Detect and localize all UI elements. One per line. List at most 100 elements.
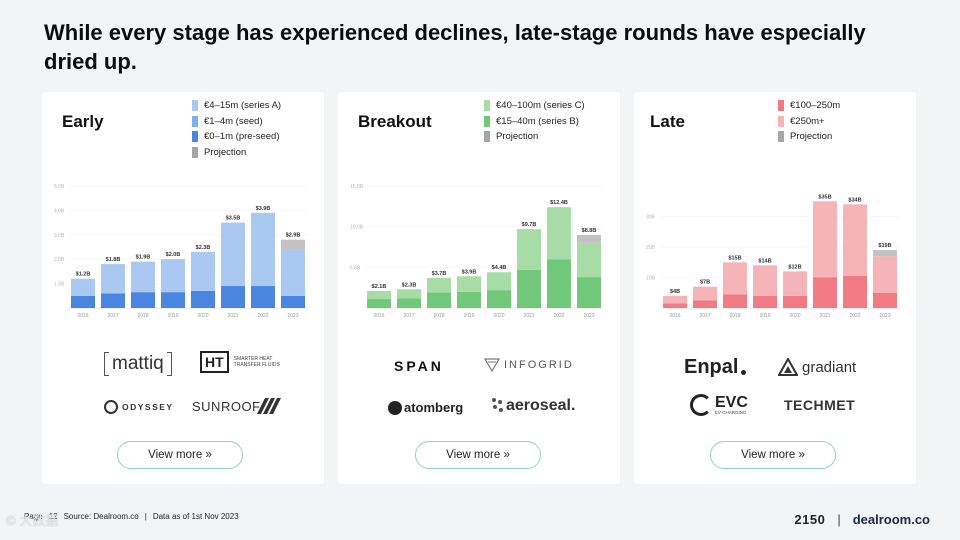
x-tick-label: 2017 <box>699 313 710 319</box>
data-label: $1.9B <box>136 255 151 261</box>
data-label: $1.2B <box>76 272 91 278</box>
x-tick-label: 2023 <box>879 313 890 319</box>
bar-segment-bottom <box>251 286 275 308</box>
data-label: $3.9B <box>256 206 271 212</box>
bar-segment-bottom <box>281 295 305 308</box>
x-tick-label: 2018 <box>137 313 148 319</box>
x-tick-label: 2020 <box>197 313 208 319</box>
infogrid-icon <box>484 358 500 372</box>
brand-divider: | <box>837 512 841 527</box>
legend-label: €100–250m <box>790 100 841 112</box>
legend-label: €0–1m (pre-seed) <box>204 131 280 143</box>
early-logos: mattiq HT SMARTER HEAT TRANSFER FLUIDS O… <box>42 344 324 436</box>
data-label: $3.5B <box>226 216 241 222</box>
headline: While every stage has experienced declin… <box>44 20 866 74</box>
dealroom-logo: dealroom.co <box>852 512 930 527</box>
view-more-button[interactable]: View more » <box>415 441 541 469</box>
x-tick-label: 2020 <box>789 313 800 319</box>
bar-segment-bottom <box>783 295 807 308</box>
legend-item: €15–40m (series B) <box>484 114 585 130</box>
data-label: $35B <box>818 194 831 200</box>
legend-label: €15–40m (series B) <box>496 115 579 127</box>
logo-text: INFOGRID <box>504 359 574 371</box>
legend-item: Projection <box>484 129 585 145</box>
ht-logo: HT SMARTER HEAT TRANSFER FLUIDS <box>200 351 282 373</box>
legend-swatch <box>778 131 784 143</box>
bar-segment-top <box>191 251 215 291</box>
data-label: $4B <box>670 289 680 295</box>
logo-text: SUNROOF <box>192 398 261 414</box>
x-tick-label: 2016 <box>669 313 680 319</box>
bar-segment-bottom <box>517 269 541 308</box>
legend-label: Projection <box>204 146 247 158</box>
bar-segment-top <box>577 242 601 278</box>
bar-segment-bottom <box>723 294 747 308</box>
x-tick-label: 2016 <box>373 313 384 319</box>
logo-text: TECHMET <box>784 397 856 413</box>
early-chart: 1.0B 2.0B 3.0B 4.0B 5.0B $1.2B 2016 $1.8B 2017 $1… <box>54 184 308 319</box>
bar-segment-top <box>663 295 687 304</box>
bar-segment-projection <box>577 234 601 243</box>
x-tick-label: 2021 <box>523 313 534 319</box>
card-breakout: Breakout €40–100m (series C) €15–40m (se… <box>338 92 620 484</box>
infogrid-logo: INFOGRID <box>484 358 574 372</box>
x-tick-label: 2017 <box>403 313 414 319</box>
gradiant-icon <box>778 358 798 376</box>
card-late: Late €100–250m €250m+ Projection 10B 20B 3… <box>634 92 916 484</box>
y-tick-label: 10.0B <box>350 225 364 231</box>
bar-segment-bottom <box>221 286 245 308</box>
bar-segment-top <box>753 265 777 296</box>
y-tick-label: 1.0B <box>54 282 65 288</box>
y-tick-label: 4.0B <box>54 208 65 214</box>
source-text: Source: Dealroom.co <box>63 512 139 521</box>
late-logos: Enpal gradiant EVC EV CHARGING TECHMET <box>634 344 916 436</box>
bar-segment-bottom <box>693 300 717 308</box>
aeroseal-logo: aeroseal. <box>490 396 575 416</box>
page-label: Page <box>24 512 43 521</box>
data-label: $2.0B <box>166 252 181 258</box>
view-more-button[interactable]: View more » <box>710 441 836 469</box>
legend-swatch <box>192 146 198 158</box>
legend-swatch <box>778 100 784 112</box>
card-title: Breakout <box>358 112 432 131</box>
bar-segment-bottom <box>487 290 511 308</box>
bar-segment-top <box>873 256 897 293</box>
x-tick-label: 2022 <box>257 313 268 319</box>
legend-item: Projection <box>778 129 840 145</box>
data-label: $2.3B <box>196 245 211 251</box>
data-label: $12B <box>788 264 801 270</box>
evc-ring-icon <box>690 394 712 416</box>
legend: €40–100m (series C) €15–40m (series B) P… <box>484 98 585 145</box>
brand-area: 2150 | dealroom.co <box>794 512 930 527</box>
bar-segment-top <box>161 259 185 293</box>
data-label: $2.9B <box>286 233 301 239</box>
logo-text: HT <box>200 351 229 373</box>
bar-segment-top <box>813 201 837 278</box>
bar-segment-bottom <box>367 299 391 308</box>
bar-segment-top <box>843 204 867 276</box>
x-tick-label: 2018 <box>729 313 740 319</box>
span-logo: SPAN <box>394 358 444 374</box>
legend-swatch <box>192 131 198 143</box>
bar-segment-projection <box>281 239 305 250</box>
bar-segment-top <box>367 290 391 300</box>
x-tick-label: 2021 <box>227 313 238 319</box>
bracket-left-icon <box>104 352 109 376</box>
legend-swatch <box>192 100 198 112</box>
bar-segment-top <box>487 272 511 291</box>
bar-segment-bottom <box>663 303 687 308</box>
atomberg-icon <box>388 400 402 415</box>
logo-text: gradiant <box>802 358 857 376</box>
bar-segment-bottom <box>547 259 571 308</box>
x-tick-label: 2020 <box>493 313 504 319</box>
breakout-logos: SPAN INFOGRID atomberg aeroseal. <box>338 344 620 436</box>
bar-segment-bottom <box>753 295 777 308</box>
legend-item: €40–100m (series C) <box>484 98 585 114</box>
view-more-button[interactable]: View more » <box>117 441 243 469</box>
sunroof-stripes-icon <box>256 398 281 414</box>
legend-item: €4–15m (series A) <box>192 98 281 114</box>
logo-text: aeroseal. <box>506 397 576 414</box>
bar-segment-top <box>281 249 305 296</box>
legend-label: €250m+ <box>790 115 825 127</box>
mattiq-logo: mattiq <box>104 352 172 376</box>
